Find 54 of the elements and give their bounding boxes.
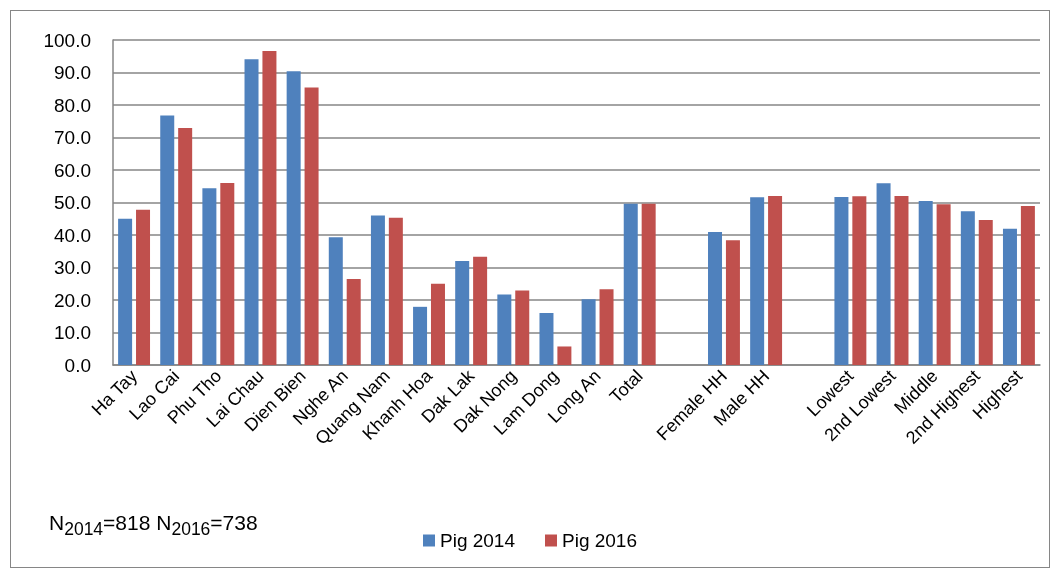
bar — [262, 51, 277, 365]
bar — [623, 203, 638, 365]
text: N$_{2014}$=818 N$_{2016}$=738 — [49, 511, 258, 541]
bar — [557, 346, 572, 365]
bar — [599, 289, 614, 365]
bar — [539, 313, 554, 365]
y-tick-label: 60.0 — [54, 159, 91, 181]
bar — [1002, 228, 1017, 365]
bar — [220, 183, 235, 365]
y-tick-label: 100.0 — [43, 29, 91, 51]
bar — [455, 261, 470, 365]
bar — [876, 183, 891, 365]
bar — [894, 196, 909, 365]
bar — [641, 203, 656, 365]
bar — [834, 196, 849, 365]
y-tick-label: 40.0 — [54, 224, 91, 246]
y-tick-label: 30.0 — [54, 257, 91, 278]
bar — [430, 283, 445, 365]
bar — [473, 256, 488, 365]
y-tick-label: 80.0 — [54, 94, 91, 116]
bar — [768, 196, 783, 365]
bar — [852, 196, 867, 365]
y-tick-label: 90.0 — [54, 62, 91, 83]
bar — [118, 218, 133, 365]
bar — [725, 240, 740, 365]
bar — [178, 128, 193, 365]
bar — [960, 211, 975, 365]
bar — [388, 217, 403, 365]
bar — [370, 215, 385, 365]
bar — [515, 290, 530, 365]
bar — [244, 59, 259, 365]
legend-label: Pig 2014 — [439, 530, 516, 551]
bar — [497, 294, 512, 365]
y-tick-label: 70.0 — [54, 127, 91, 148]
bar — [304, 87, 319, 365]
bar — [918, 200, 933, 365]
y-tick-label: 20.0 — [54, 289, 91, 311]
bar — [136, 209, 151, 365]
bar — [978, 220, 993, 365]
bar — [750, 197, 765, 365]
y-tick-label: 50.0 — [54, 192, 91, 213]
legend-label: Pig 2016 — [562, 530, 638, 551]
bar — [346, 278, 361, 365]
bar — [413, 306, 428, 365]
bar — [328, 237, 343, 365]
bar — [581, 299, 596, 365]
bar — [286, 71, 301, 365]
bar — [936, 204, 951, 365]
bar — [160, 115, 175, 365]
bar — [1020, 206, 1035, 365]
bar — [708, 232, 723, 365]
y-tick-label: 0.0 — [64, 354, 91, 376]
bar — [202, 188, 217, 365]
y-tick-label: 10.0 — [54, 322, 91, 343]
